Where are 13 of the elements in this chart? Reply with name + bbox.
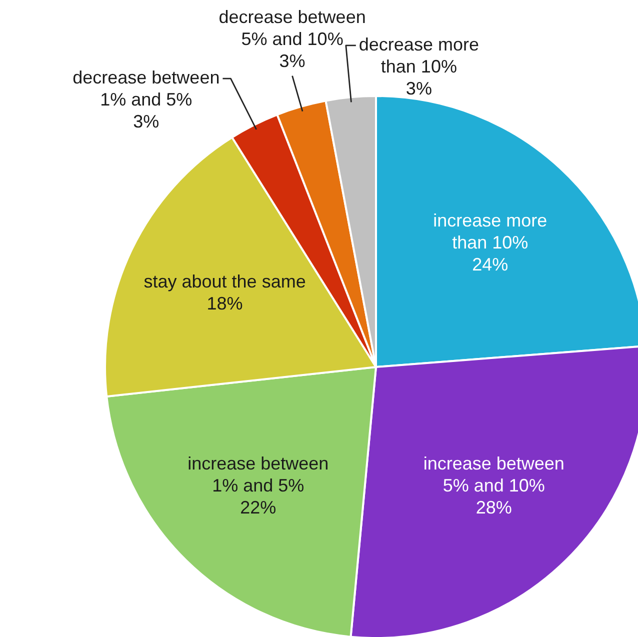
slice-label: stay about the same — [144, 272, 306, 292]
slice-label: decrease between 1% and 5% — [72, 67, 220, 110]
slice-label: increase between 1% and 5% — [188, 454, 329, 496]
data-label: 3% — [279, 50, 306, 71]
slice-label: decrease more than 10% — [358, 34, 479, 76]
data-label: 18% — [206, 294, 243, 314]
data-label: 3% — [406, 78, 432, 98]
slice-label: increase between 5% and 10% — [423, 454, 564, 496]
data-label: 28% — [476, 498, 512, 518]
data-label: 3% — [133, 111, 160, 132]
slice-label: increase more than 10% — [433, 210, 548, 253]
data-label: 22% — [240, 498, 276, 518]
data-label: 24% — [472, 254, 508, 275]
